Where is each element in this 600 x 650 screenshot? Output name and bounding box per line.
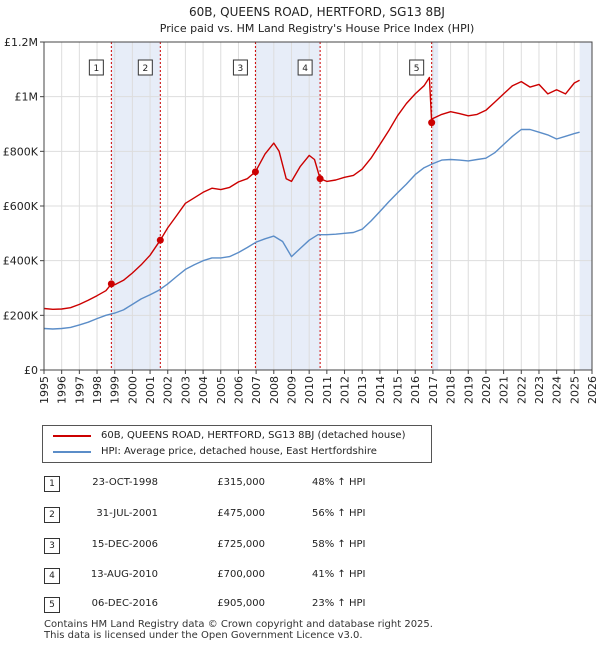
x-tick-label: 2018	[445, 376, 458, 404]
property-series-line	[43, 76, 580, 310]
x-tick-label: 2003	[179, 376, 192, 404]
x-tick-label: 2005	[215, 376, 228, 404]
x-tick-label: 1999	[109, 376, 122, 404]
sale-price: £475,000	[217, 508, 265, 519]
sale-price: £905,000	[217, 598, 265, 609]
sale-hpi-change: 48% ↑ HPI	[312, 477, 366, 488]
x-tick-label: 2015	[392, 376, 405, 404]
x-tick-label: 2009	[285, 376, 298, 404]
sale-price: £315,000	[217, 477, 265, 488]
sale-point	[428, 119, 436, 127]
y-tick-label: £200K	[3, 309, 39, 322]
chart-title: 60B, QUEENS ROAD, HERTFORD, SG13 8BJ	[189, 5, 445, 19]
x-tick-label: 2008	[268, 376, 281, 404]
x-tick-label: 2012	[339, 376, 352, 404]
attribution-line: Contains HM Land Registry data © Crown c…	[44, 619, 433, 630]
sale-number-box	[409, 59, 425, 76]
y-tick-label: £400K	[3, 255, 39, 268]
attribution-footer: Contains HM Land Registry data © Crown c…	[44, 619, 433, 641]
x-tick-label: 2025	[568, 376, 581, 404]
legend-swatch-hpi	[53, 451, 91, 453]
sale-number-label: 3	[238, 64, 244, 74]
table-row: 4 13-AUG-2010 £700,000 41% ↑ HPI	[0, 566, 600, 586]
sale-number-badge: 5	[44, 597, 60, 613]
legend-swatch-property	[53, 435, 91, 437]
sale-number-label: 1	[93, 64, 99, 74]
x-tick-label: 2016	[409, 376, 422, 404]
sale-number-box	[137, 59, 153, 76]
x-tick-label: 2011	[321, 376, 334, 404]
x-tick-label: 2026	[586, 376, 599, 404]
hpi-series-line	[43, 128, 580, 330]
x-tick-label: 1996	[56, 376, 69, 404]
table-row: 3 15-DEC-2006 £725,000 58% ↑ HPI	[0, 536, 600, 556]
x-tick-label: 2007	[250, 376, 263, 404]
sale-date: 23-OCT-1998	[92, 477, 158, 488]
x-tick-label: 2001	[144, 376, 157, 404]
x-tick-label: 2023	[533, 376, 546, 404]
y-tick-label: £0	[24, 364, 38, 377]
x-tick-label: 2000	[126, 376, 139, 404]
sale-date: 06-DEC-2016	[91, 598, 158, 609]
sale-hpi-change: 41% ↑ HPI	[312, 569, 366, 580]
sale-number-label: 4	[302, 64, 308, 74]
x-tick-label: 2019	[462, 376, 475, 404]
sale-number-badge: 3	[44, 538, 60, 554]
x-tick-label: 2013	[356, 376, 369, 404]
sale-hpi-change: 23% ↑ HPI	[312, 598, 366, 609]
sale-number-label: 2	[142, 64, 148, 74]
x-tick-label: 2022	[515, 376, 528, 404]
legend-label-property: 60B, QUEENS ROAD, HERTFORD, SG13 8BJ (de…	[101, 430, 406, 441]
sale-point	[251, 168, 259, 176]
x-tick-label: 2024	[551, 376, 564, 404]
sale-number-badge: 4	[44, 568, 60, 584]
y-tick-label: £1M	[15, 91, 39, 104]
x-tick-label: 2004	[197, 376, 210, 404]
sale-date: 15-DEC-2006	[91, 539, 158, 550]
y-tick-label: £600K	[3, 200, 39, 213]
x-tick-label: 2002	[162, 376, 175, 404]
sale-hpi-change: 56% ↑ HPI	[312, 508, 366, 519]
sale-number-box	[297, 59, 313, 76]
x-tick-label: 1998	[91, 376, 104, 404]
sale-point	[316, 175, 324, 183]
x-tick-label: 2017	[427, 376, 440, 404]
y-tick-label: £800K	[3, 145, 39, 158]
sale-price: £725,000	[217, 539, 265, 550]
table-row: 2 31-JUL-2001 £475,000 56% ↑ HPI	[0, 505, 600, 525]
table-row: 5 06-DEC-2016 £905,000 23% ↑ HPI	[0, 595, 600, 615]
licence-line: This data is licensed under the Open Gov…	[44, 630, 363, 641]
x-tick-label: 2020	[480, 376, 493, 404]
chart-subtitle: Price paid vs. HM Land Registry's House …	[160, 22, 475, 35]
sale-point	[156, 236, 164, 244]
sale-number-badge: 1	[44, 476, 60, 492]
sale-number-box	[232, 59, 248, 76]
sale-date: 13-AUG-2010	[90, 569, 158, 580]
sale-hpi-change: 58% ↑ HPI	[312, 539, 366, 550]
x-tick-label: 2006	[232, 376, 245, 404]
sale-date: 31-JUL-2001	[96, 508, 158, 519]
y-tick-label: £1.2M	[4, 36, 38, 49]
x-tick-label: 1995	[38, 376, 51, 404]
x-tick-label: 2010	[303, 376, 316, 404]
legend: 60B, QUEENS ROAD, HERTFORD, SG13 8BJ (de…	[42, 425, 432, 463]
x-tick-label: 2014	[374, 376, 387, 404]
sale-number-label: 5	[414, 64, 420, 74]
sale-point	[107, 280, 115, 288]
x-tick-label: 2021	[498, 376, 511, 404]
price-chart: 60B, QUEENS ROAD, HERTFORD, SG13 8BJ Pri…	[3, 5, 599, 404]
x-tick-label: 1997	[73, 376, 86, 404]
sale-price: £700,000	[217, 569, 265, 580]
sale-number-box	[88, 59, 104, 76]
table-row: 1 23-OCT-1998 £315,000 48% ↑ HPI	[0, 474, 600, 494]
legend-label-hpi: HPI: Average price, detached house, East…	[101, 446, 377, 457]
sale-number-badge: 2	[44, 507, 60, 523]
